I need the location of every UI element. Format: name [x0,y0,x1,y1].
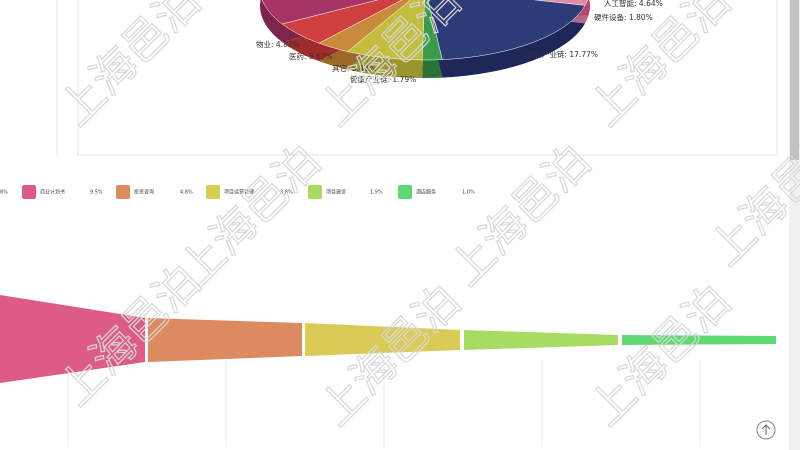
legend-percent: 9.5% [90,190,103,196]
legend-percent: 1.9% [370,190,383,196]
legend-swatch[interactable] [206,185,220,199]
legend: 商业计划书 9.5% 投资咨询 4.8% 项目运营管理 3.8% 项目建设 1.9% 酒店服务 1… [22,185,475,199]
pie-label: 医药: 3.67% [289,51,333,61]
legend-swatch[interactable] [398,185,412,199]
legend-label: 项目运营管理 [224,189,254,196]
pie-label: 其它: 5.42% [332,63,376,73]
pie-label: 文化产业链: 17.77% [527,49,598,59]
funnel-segment [464,330,618,350]
legend-swatch[interactable] [308,185,322,199]
pie-label: 健康产业链: 1.79% [350,74,416,84]
funnel-segment [622,335,776,345]
legend-percent: 8% [0,190,8,196]
legend-swatch[interactable] [116,185,130,199]
pie-slice[interactable] [425,0,586,60]
pie-label: 硬件设备: 1.80% [594,12,653,22]
funnel-segment [305,323,460,356]
pie-label: 人工智能: 4.64% [604,0,663,8]
funnel-segment [0,295,145,383]
legend-label: 商业计划书 [40,189,65,196]
pie-label: 物业: 4.82% [256,39,300,49]
back-to-top[interactable] [756,420,776,440]
funnel-segment [148,318,302,362]
scrollbar-thumb[interactable] [790,0,799,160]
legend-percent: 1.0% [462,190,475,196]
back-to-top-arrow [761,424,771,435]
funnel [0,295,776,383]
legend-label: 投资咨询 [134,189,154,196]
legend-label: 项目建设 [326,189,346,196]
pie-slice[interactable] [260,0,425,25]
grid [67,360,701,447]
legend-label: 酒店服务 [416,189,436,196]
legend-swatch[interactable] [22,185,36,199]
legend-percent: 3.8% [280,190,293,196]
legend-percent: 4.8% [180,190,193,196]
scrollbar-track [789,0,800,450]
pie-chart [260,0,590,78]
